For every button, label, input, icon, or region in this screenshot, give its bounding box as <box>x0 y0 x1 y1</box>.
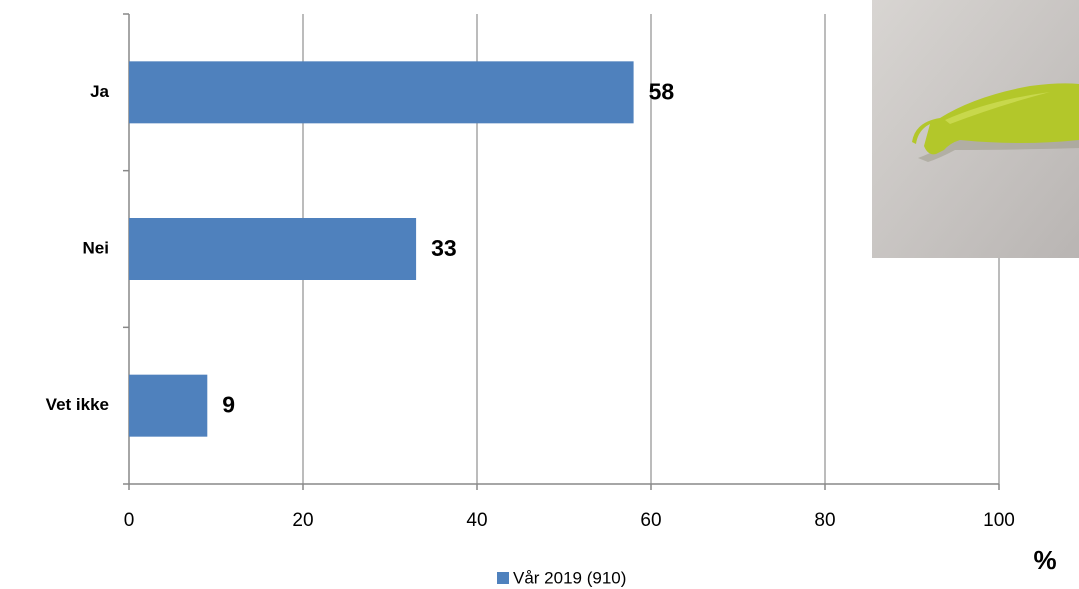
bar <box>129 218 417 280</box>
spoon-highlight <box>945 92 1050 124</box>
legend-label: Vår 2019 (910) <box>513 568 626 587</box>
legend-swatch <box>497 572 509 584</box>
y-tick-label: Vet ikke <box>46 395 109 414</box>
y-tick-label: Nei <box>83 238 109 257</box>
x-tick-label: 80 <box>814 510 835 531</box>
value-label: 58 <box>649 78 675 104</box>
x-axis-label: % <box>1033 545 1056 575</box>
x-tick-label: 0 <box>124 510 135 531</box>
x-tick-label: 40 <box>466 510 487 531</box>
y-tick-label: Ja <box>90 82 109 101</box>
bar <box>129 61 634 124</box>
value-label: 9 <box>222 392 235 418</box>
spoon <box>912 83 1079 155</box>
x-tick-label: 20 <box>292 510 313 531</box>
x-tick-label: 100 <box>983 510 1015 531</box>
value-label: 33 <box>431 235 457 261</box>
photo <box>872 0 1079 258</box>
bar <box>129 374 208 437</box>
x-tick-label: 60 <box>640 510 661 531</box>
